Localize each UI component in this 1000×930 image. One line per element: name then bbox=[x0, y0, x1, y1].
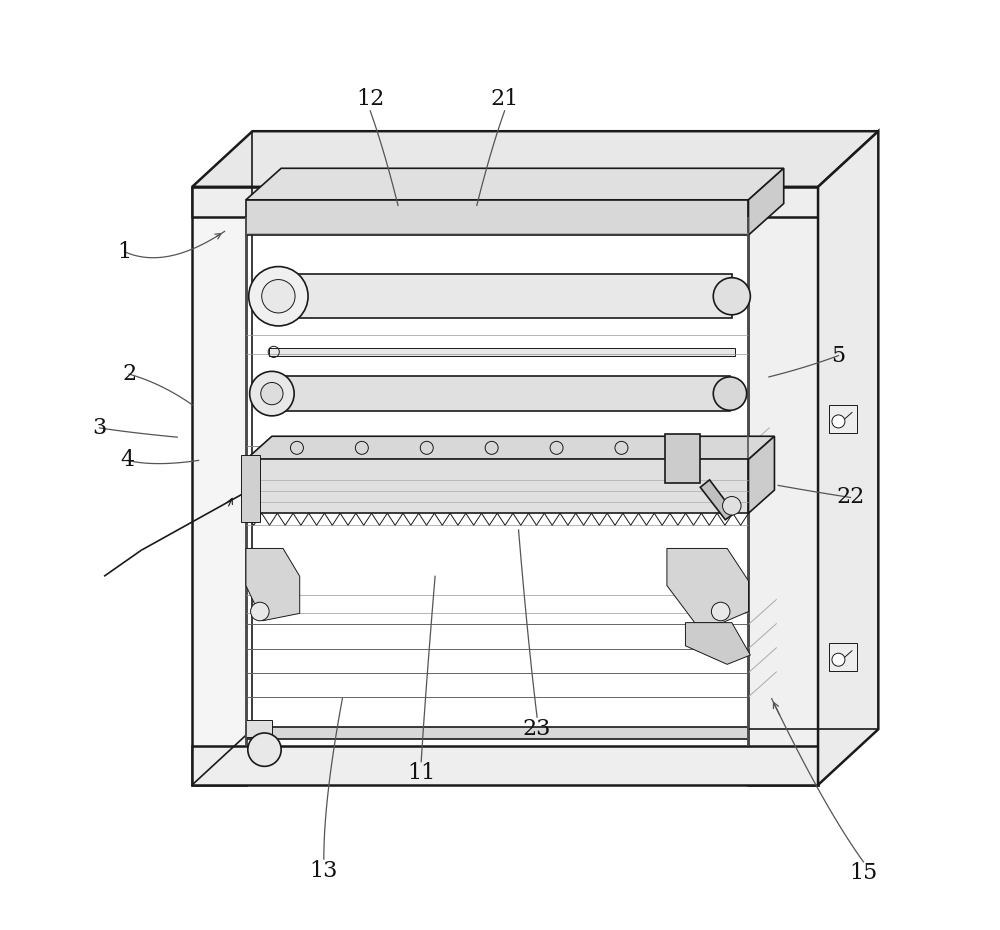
Bar bbox=[241, 455, 260, 523]
Circle shape bbox=[713, 278, 750, 314]
Polygon shape bbox=[700, 480, 735, 520]
Text: 23: 23 bbox=[523, 718, 551, 740]
Text: 2: 2 bbox=[122, 363, 136, 385]
Bar bbox=[246, 727, 748, 738]
Polygon shape bbox=[246, 549, 300, 620]
Polygon shape bbox=[246, 168, 784, 200]
Polygon shape bbox=[748, 436, 774, 513]
Bar bbox=[192, 746, 818, 785]
Bar bbox=[246, 720, 272, 737]
Polygon shape bbox=[685, 622, 750, 664]
Polygon shape bbox=[192, 131, 878, 187]
Bar bbox=[748, 187, 818, 785]
Text: 11: 11 bbox=[407, 762, 435, 784]
Bar bbox=[272, 376, 730, 411]
Text: 5: 5 bbox=[831, 345, 845, 366]
Bar bbox=[665, 434, 700, 483]
Bar bbox=[192, 187, 246, 785]
Bar bbox=[192, 187, 818, 217]
Circle shape bbox=[262, 280, 295, 312]
Text: 15: 15 bbox=[849, 862, 878, 884]
Text: 12: 12 bbox=[356, 87, 384, 110]
Text: 4: 4 bbox=[120, 449, 134, 472]
Text: 1: 1 bbox=[117, 241, 132, 263]
Circle shape bbox=[249, 267, 308, 326]
Circle shape bbox=[711, 603, 730, 620]
Circle shape bbox=[248, 733, 281, 766]
Bar bbox=[246, 459, 748, 513]
Text: 22: 22 bbox=[836, 486, 865, 509]
Bar bbox=[829, 643, 857, 671]
Text: 3: 3 bbox=[92, 417, 107, 439]
Circle shape bbox=[832, 653, 845, 666]
Polygon shape bbox=[667, 549, 748, 622]
Circle shape bbox=[832, 415, 845, 428]
Polygon shape bbox=[246, 436, 774, 459]
Text: 21: 21 bbox=[491, 87, 519, 110]
Bar bbox=[829, 405, 857, 432]
Circle shape bbox=[713, 377, 747, 410]
Circle shape bbox=[251, 603, 269, 620]
Text: 13: 13 bbox=[310, 860, 338, 883]
Bar bbox=[269, 348, 735, 355]
Bar bbox=[246, 200, 748, 235]
Circle shape bbox=[261, 382, 283, 405]
Polygon shape bbox=[818, 131, 878, 785]
Polygon shape bbox=[748, 168, 784, 235]
Circle shape bbox=[250, 371, 294, 416]
Circle shape bbox=[723, 497, 741, 515]
Bar bbox=[278, 274, 732, 318]
